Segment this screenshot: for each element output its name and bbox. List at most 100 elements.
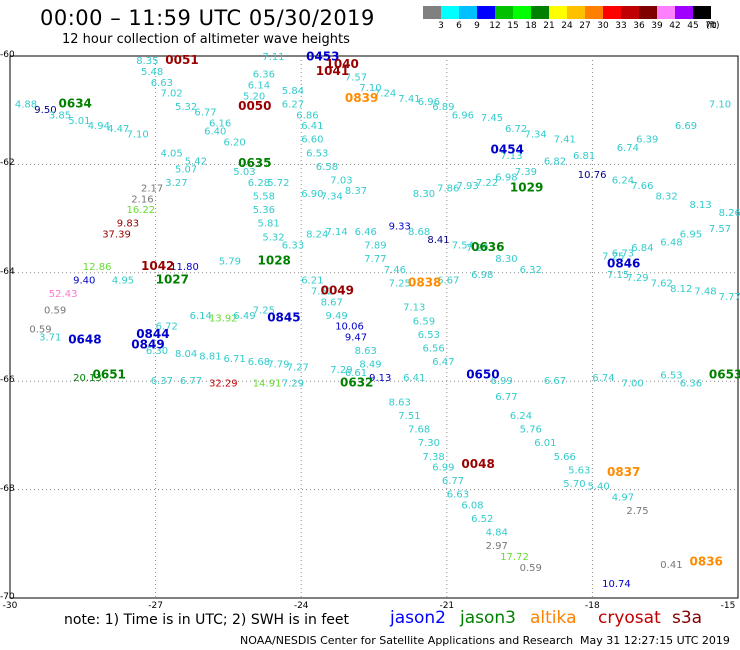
wave-height-label: 8.67 — [321, 297, 343, 308]
wave-height-label: 8.68 — [408, 227, 430, 238]
wave-height-label: 7.66 — [631, 181, 653, 192]
legend-value-label: 36 — [633, 21, 645, 31]
wave-height-label: 7.89 — [364, 240, 386, 251]
wave-height-label: 6.58 — [316, 162, 338, 173]
pass-time-label: 1040 — [326, 57, 359, 71]
wave-height-label: 6.90 — [301, 189, 323, 200]
wave-height-label: 6.99 — [432, 463, 454, 474]
wave-height-label: 0.59 — [44, 305, 66, 316]
legend-value-label: 24 — [561, 21, 573, 31]
latitude-label: -64 — [0, 266, 15, 277]
wave-height-label: 9.49 — [326, 311, 348, 322]
wave-height-label: 3.85 — [49, 110, 71, 121]
pass-time-label: 0634 — [59, 97, 92, 111]
wave-height-label: 5.58 — [253, 192, 275, 203]
wave-height-label: 8.30 — [413, 189, 435, 200]
longitude-label: -18 — [585, 601, 600, 611]
wave-height-label: 7.34 — [321, 192, 343, 203]
legend-swatch — [675, 6, 693, 19]
wave-height-label: 5.79 — [219, 257, 241, 268]
wave-height-label: 6.46 — [355, 227, 377, 238]
wave-height-label: 7.00 — [622, 379, 644, 390]
pass-time-label: 0651 — [93, 368, 126, 382]
longitude-label: -27 — [148, 601, 163, 611]
wave-height-label: 11.80 — [170, 262, 199, 273]
wave-height-label: 8.63 — [389, 398, 411, 409]
credit-line: NOAA/NESDIS Center for Satellite Applica… — [240, 634, 574, 647]
wave-height-label: 6.98 — [471, 270, 493, 281]
wave-height-label: 7.11 — [262, 52, 284, 63]
wave-height-label: 7.52 — [311, 287, 333, 298]
legend-value-label: 39 — [651, 21, 663, 31]
legend-value-label: 33 — [615, 21, 627, 31]
wave-height-label: 6.08 — [461, 501, 483, 512]
pass-time-label: 0650 — [466, 368, 499, 382]
pass-time-label: 1042 — [141, 259, 174, 273]
wave-height-label: 7.10 — [127, 129, 149, 140]
legend-value-label: 21 — [543, 21, 555, 31]
legend-value-label: 12 — [489, 21, 501, 31]
wave-height-label: 6.84 — [631, 243, 653, 254]
legend-swatch — [513, 6, 531, 19]
wave-height-label: 6.74 — [617, 143, 639, 154]
legend-value-label: 3 — [438, 21, 444, 31]
wave-height-label: 7.15 — [607, 270, 629, 281]
wave-height-label: 7.51 — [398, 411, 420, 422]
wave-height-label: 8.37 — [345, 186, 367, 197]
legend-value-label: 45 — [687, 21, 699, 31]
pass-time-label: 0050 — [238, 99, 271, 113]
wave-height-label: 5.20 — [243, 91, 265, 102]
wave-height-label: 7.14 — [326, 227, 348, 238]
wave-height-label: 5.36 — [253, 205, 275, 216]
latitude-label: -62 — [0, 158, 15, 169]
wave-height-label: 6.41 — [403, 373, 425, 384]
pass-time-label: 0636 — [471, 240, 504, 254]
wave-height-label: 12.86 — [83, 262, 112, 273]
wave-height-label: 5.72 — [267, 178, 289, 189]
latitude-label: -66 — [0, 375, 15, 386]
pass-time-label: 0837 — [607, 465, 640, 479]
pass-time-label: 0632 — [340, 376, 373, 390]
wave-height-label: 6.56 — [423, 343, 445, 354]
wave-height-label: 6.96 — [418, 97, 440, 108]
pass-time-label: 0453 — [306, 49, 339, 63]
wave-height-label: 6.53 — [306, 148, 328, 159]
wave-height-label: 4.47 — [107, 124, 129, 135]
legend-swatch — [477, 6, 495, 19]
wave-height-label: 6.41 — [301, 121, 323, 132]
wave-height-label: 6.72 — [505, 124, 527, 135]
longitude-label: -15 — [720, 601, 736, 611]
pass-time-label: 1041 — [316, 64, 349, 78]
wave-height-label: 6.36 — [253, 70, 275, 81]
pass-time-label: 0648 — [68, 332, 101, 346]
wave-height-label: 8.81 — [199, 352, 221, 363]
wave-height-label: 52.43 — [49, 289, 78, 300]
wave-height-label: 6.95 — [680, 230, 702, 241]
wave-height-label: 7.25 — [389, 278, 411, 289]
wave-height-label: 9.50 — [34, 105, 56, 116]
longitude-label: -30 — [2, 601, 18, 611]
wave-height-label: 8.49 — [359, 360, 381, 371]
wave-height-label: 4.97 — [612, 492, 634, 503]
wave-height-label: 4.95 — [112, 276, 134, 287]
wave-height-label: 8.12 — [670, 284, 692, 295]
wave-height-label: 6.63 — [447, 490, 469, 501]
wave-height-label: 8.26 — [719, 208, 740, 219]
legend-swatch — [603, 6, 621, 19]
wave-height-label: 7.13 — [500, 151, 522, 162]
legend-swatch — [585, 6, 603, 19]
legend-swatch — [621, 6, 639, 19]
wave-height-label: 6.69 — [675, 121, 697, 132]
wave-height-label: 6.20 — [224, 137, 246, 148]
wave-height-label: 6.16 — [209, 119, 231, 130]
wave-height-label: 5.48 — [141, 67, 163, 78]
wave-height-label: 7.29 — [282, 379, 304, 390]
pass-time-label: 1028 — [258, 254, 291, 268]
wave-height-label: 8.32 — [656, 192, 678, 203]
satellite-name-jason2: jason2 — [390, 608, 446, 628]
wave-height-label: 6.48 — [660, 238, 682, 249]
wave-height-label: 6.61 — [345, 368, 367, 379]
legend-swatch — [549, 6, 567, 19]
wave-height-label: 7.10 — [709, 100, 731, 111]
wave-height-label: 4.88 — [15, 100, 37, 111]
